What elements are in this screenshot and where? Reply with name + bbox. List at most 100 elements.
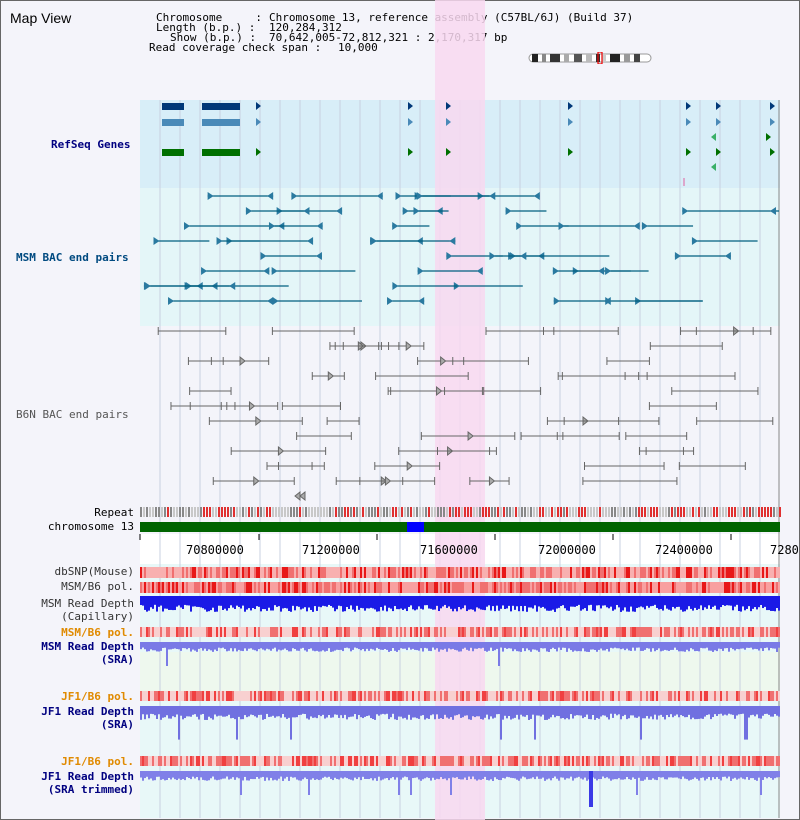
pol-strip-cell: [418, 567, 420, 578]
pol-strip-cell: [404, 582, 406, 593]
track-label-msm-b6-pol-1[interactable]: MSM/B6 pol.: [61, 580, 134, 593]
pol-strip-cell: [198, 756, 200, 766]
depth-bar: [546, 596, 548, 611]
repeat-mark: [149, 507, 151, 517]
pol-strip-cell: [476, 691, 478, 701]
pol-strip-cell: [152, 582, 154, 593]
repeat-mark: [569, 507, 571, 517]
pol-strip-cell: [738, 627, 740, 637]
track-label-jf1-depth-sra[interactable]: JF1 Read Depth: [41, 705, 134, 718]
pol-strip-cell: [624, 756, 626, 766]
track-label-msm-depth-sra[interactable]: MSM Read Depth: [41, 640, 134, 653]
track-label-refseq[interactable]: RefSeq Genes: [51, 138, 131, 151]
pol-strip-cell: [186, 582, 188, 593]
pol-strip-cell: [600, 582, 602, 593]
depth-bar: [510, 706, 512, 720]
pol-strip-cell: [628, 582, 630, 593]
track-label-msm-b6-pol-2[interactable]: MSM/B6 pol.: [61, 626, 134, 639]
repeat-mark: [305, 507, 307, 517]
pol-strip-cell: [332, 691, 334, 701]
pol-strip-cell: [576, 691, 578, 701]
depth-bar: [432, 771, 434, 778]
pol-strip-cell: [456, 582, 458, 593]
pol-strip-cell: [562, 582, 564, 593]
pol-strip-cell: [358, 691, 360, 701]
repeat-mark: [185, 507, 187, 517]
depth-bar: [636, 706, 638, 718]
pol-strip-cell: [616, 627, 618, 637]
pol-strip-cell: [450, 567, 452, 578]
track-label-dbsnp[interactable]: dbSNP(Mouse): [54, 565, 134, 578]
chromosome-ideogram[interactable]: [528, 52, 654, 64]
depth-bar: [342, 596, 344, 612]
pol-strip-cell: [212, 567, 214, 578]
pol-strip-cell: [594, 582, 596, 593]
bac-end-arrow: [272, 297, 279, 305]
pol-strip-cell: [428, 567, 430, 578]
depth-bar: [576, 642, 578, 652]
pol-strip-cell: [656, 582, 658, 593]
pol-strip-cell: [362, 756, 364, 766]
pol-strip-cell: [488, 582, 490, 593]
repeat-mark: [752, 507, 754, 517]
repeat-mark: [476, 507, 478, 517]
repeat-mark: [428, 507, 430, 517]
depth-bar: [448, 596, 450, 607]
depth-bar: [178, 642, 180, 650]
track-label-jf1-b6-pol-2[interactable]: JF1/B6 pol.: [61, 755, 134, 768]
depth-bar: [180, 596, 182, 608]
pol-strip-cell: [634, 756, 636, 766]
pol-strip-cell: [468, 582, 470, 593]
pol-strip-cell: [590, 691, 592, 701]
depth-bar: [480, 642, 482, 649]
bac-end-arrow: [294, 490, 301, 502]
depth-bar: [508, 771, 510, 778]
depth-bar: [290, 771, 292, 777]
depth-bar: [684, 706, 686, 718]
pol-strip-cell: [486, 691, 488, 701]
depth-bar: [724, 596, 726, 606]
repeat-mark: [485, 507, 487, 517]
depth-bar: [314, 771, 316, 780]
pol-strip-cell: [282, 627, 284, 637]
pol-strip-cell: [494, 691, 496, 701]
pol-strip-cell: [606, 756, 608, 766]
pol-strip-cell: [644, 567, 646, 578]
pol-strip-cell: [374, 627, 376, 637]
pol-strip-cell: [714, 756, 716, 766]
pol-strip-cell: [148, 567, 150, 578]
depth-bar: [334, 596, 336, 612]
depth-bar: [336, 596, 338, 610]
repeat-mark: [731, 507, 733, 517]
track-label-jf1-depth-trim[interactable]: JF1 Read Depth: [41, 770, 134, 783]
pol-strip-cell: [510, 582, 512, 593]
pol-strip-cell: [650, 756, 652, 766]
repeat-mark: [722, 507, 724, 517]
depth-bar: [628, 706, 630, 719]
track-label-msm-depth-cap[interactable]: MSM Read Depth: [41, 597, 134, 610]
track-label-b6n-bac[interactable]: B6N BAC end pairs: [16, 408, 129, 421]
pol-strip-cell: [244, 627, 246, 637]
pol-strip-cell: [590, 756, 592, 766]
pol-strip-cell: [654, 756, 656, 766]
track-label-jf1-b6-pol-1[interactable]: JF1/B6 pol.: [61, 690, 134, 703]
depth-bar: [734, 771, 736, 778]
depth-bar: [298, 706, 300, 716]
depth-bar: [150, 596, 152, 608]
pol-strip-cell: [464, 756, 466, 766]
depth-bar: [292, 642, 294, 649]
repeat-mark: [401, 507, 403, 517]
pol-strip-cell: [326, 756, 328, 766]
depth-bar: [422, 596, 424, 610]
track-label-repeat[interactable]: Repeat: [94, 506, 134, 519]
depth-bar: [346, 771, 348, 779]
repeat-mark: [341, 507, 343, 517]
repeat-mark: [293, 507, 295, 517]
track-label-chromosome[interactable]: chromosome 13: [47, 520, 134, 533]
pol-strip-cell: [330, 627, 332, 637]
pol-strip-cell: [626, 582, 628, 593]
pol-strip-cell: [240, 627, 242, 637]
pol-strip-cell: [772, 756, 774, 766]
track-label-msm-bac[interactable]: MSM BAC end pairs: [16, 251, 129, 264]
bac-end-arrow: [488, 475, 496, 487]
